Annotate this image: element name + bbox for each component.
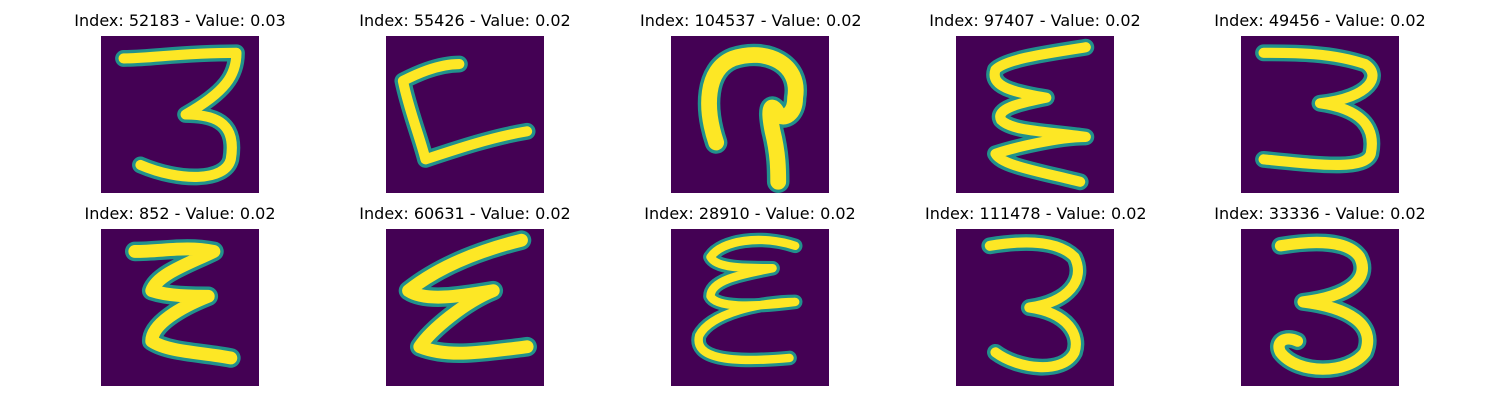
digit-image bbox=[1241, 36, 1399, 193]
panel-title: Index: 52183 - Value: 0.03 bbox=[74, 11, 286, 30]
panel-title: Index: 28910 - Value: 0.02 bbox=[644, 204, 856, 223]
digit-image bbox=[386, 229, 544, 386]
digit-image bbox=[956, 229, 1114, 386]
panel-title: Index: 111478 - Value: 0.02 bbox=[925, 204, 1147, 223]
panel-title: Index: 97407 - Value: 0.02 bbox=[929, 11, 1141, 30]
panel-title: Index: 55426 - Value: 0.02 bbox=[359, 11, 571, 30]
panel-title: Index: 60631 - Value: 0.02 bbox=[359, 204, 571, 223]
digit-image bbox=[671, 36, 829, 193]
digit-image bbox=[101, 36, 259, 193]
panel-title: Index: 852 - Value: 0.02 bbox=[84, 204, 276, 223]
panel-title: Index: 104537 - Value: 0.02 bbox=[640, 11, 862, 30]
panel-title: Index: 33336 - Value: 0.02 bbox=[1214, 204, 1426, 223]
digit-image bbox=[956, 36, 1114, 193]
panel-title: Index: 49456 - Value: 0.02 bbox=[1214, 11, 1426, 30]
digit-image bbox=[671, 229, 829, 386]
digit-image bbox=[386, 36, 544, 193]
digit-image bbox=[101, 229, 259, 386]
digit-image bbox=[1241, 229, 1399, 386]
